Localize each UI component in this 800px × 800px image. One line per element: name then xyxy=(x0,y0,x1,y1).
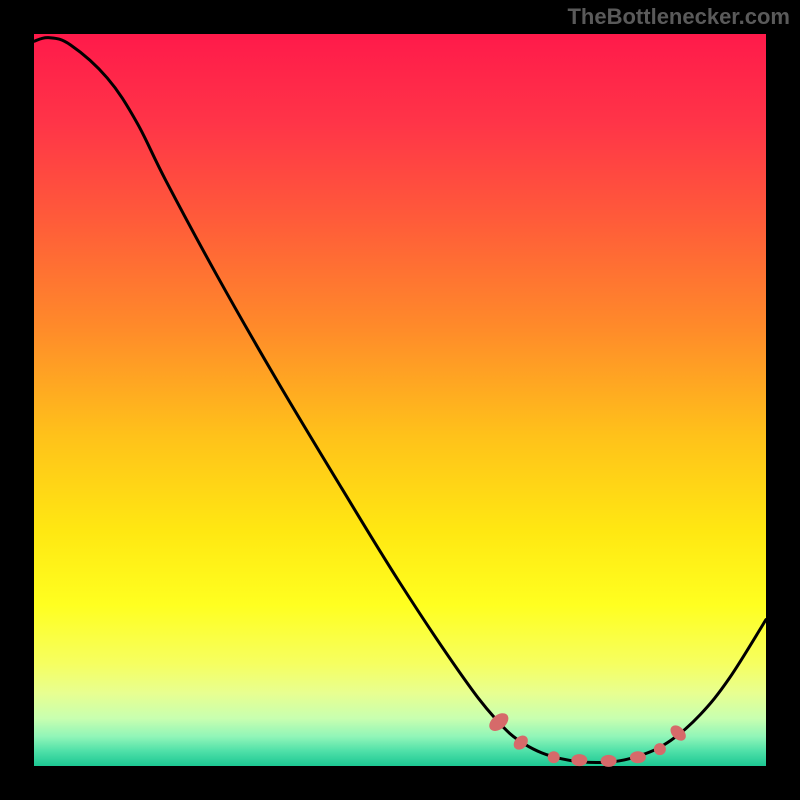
curve-marker xyxy=(654,743,666,755)
curve-marker xyxy=(601,755,617,767)
curve-marker xyxy=(571,754,587,766)
curve-marker xyxy=(630,751,646,763)
chart-container: TheBottlenecker.com xyxy=(0,0,800,800)
bottleneck-curve-chart xyxy=(0,0,800,800)
plot-background xyxy=(34,34,766,766)
watermark-text: TheBottlenecker.com xyxy=(567,4,790,30)
curve-marker xyxy=(548,751,560,763)
